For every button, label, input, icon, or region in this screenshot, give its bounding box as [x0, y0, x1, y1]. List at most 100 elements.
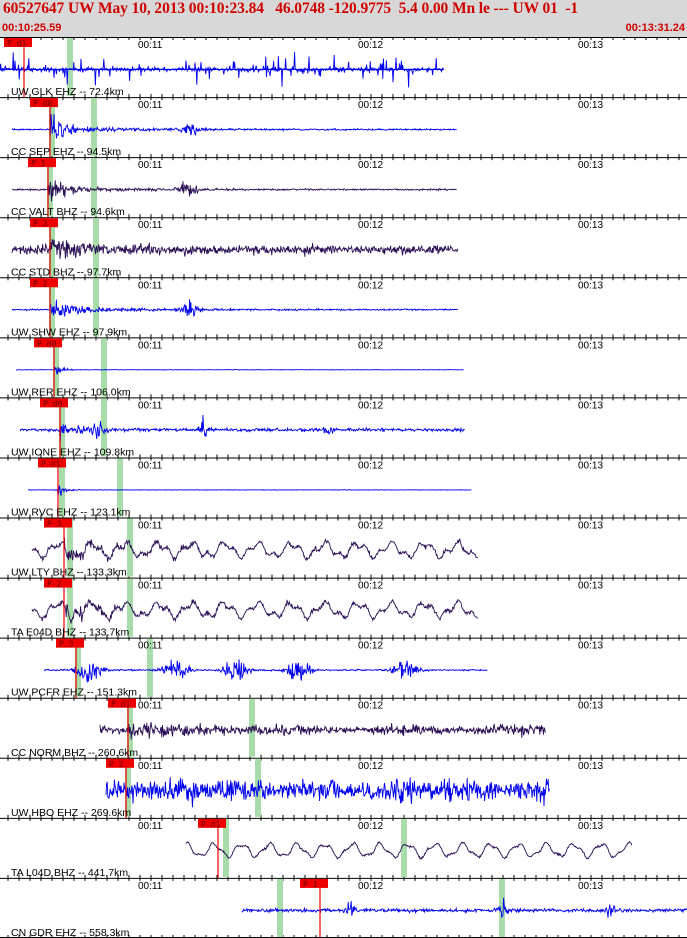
- waveform-trace[interactable]: [11, 299, 458, 317]
- predicted-phase-marker: [67, 578, 73, 637]
- station-label: CN GDR EHZ -- 558.3km: [11, 927, 130, 938]
- phase-pick-flag[interactable]: [4, 38, 32, 47]
- waveform-trace[interactable]: [105, 777, 550, 808]
- predicted-phase-marker: [75, 638, 81, 697]
- window-start-time: 00:10:25.59: [2, 22, 62, 34]
- phase-pick-label: P 3: [33, 219, 48, 228]
- waveform-trace[interactable]: [11, 180, 457, 202]
- station-label: UW RVC EHZ -- 123.1km: [11, 507, 131, 519]
- phase-pick-flag[interactable]: [44, 578, 72, 588]
- phase-pick-flag[interactable]: [56, 638, 84, 648]
- predicted-phase-marker: [277, 878, 283, 937]
- phase-pick-flag[interactable]: [106, 758, 134, 768]
- trace-row[interactable]: P 3 00:11 00:12 00:13 CC STD BHZ -- 97.7km: [0, 217, 687, 278]
- predicted-phase-marker: [101, 338, 107, 397]
- waveform-trace[interactable]: [15, 366, 464, 375]
- time-label: 00:12: [358, 160, 383, 171]
- waveform-trace[interactable]: [99, 722, 547, 740]
- waveform-trace[interactable]: [31, 537, 479, 563]
- predicted-phase-marker: [401, 818, 407, 877]
- trace-row[interactable]: P d0 00:11 00:12 00:13 UW RER EHZ -- 106.0km: [0, 337, 687, 398]
- phase-pick-flag[interactable]: [30, 98, 58, 108]
- time-label: 00:12: [358, 340, 383, 351]
- predicted-phase-marker: [117, 458, 123, 517]
- waveform-trace[interactable]: [241, 897, 687, 919]
- trace-row[interactable]: P d1 00:11 00:12 00:13 UW GLK EHZ -- 72.4km: [0, 37, 687, 98]
- waveform-trace[interactable]: [43, 659, 488, 683]
- phase-pick-label: P 2: [33, 279, 48, 288]
- time-label: 00:12: [358, 521, 383, 532]
- phase-pick-flag[interactable]: [38, 458, 66, 468]
- station-label: CC SEP EHZ -- 94.5km: [11, 146, 121, 158]
- time-label: 00:13: [578, 641, 603, 652]
- phase-pick-label: P 2: [47, 580, 62, 589]
- trace-row[interactable]: P 2 00:11 00:12 00:13 TA E04D BHZ -- 133.7km: [0, 577, 687, 639]
- trace-row[interactable]: P d0 00:11 00:12 00:13 UW IONE EHZ -- 109.8k…: [0, 397, 687, 458]
- phase-pick-flag[interactable]: [30, 278, 58, 288]
- waveform-trace[interactable]: [185, 840, 633, 861]
- phase-pick-flag[interactable]: [30, 218, 58, 228]
- waveform-trace[interactable]: [19, 414, 465, 443]
- predicted-phase-marker: [91, 158, 97, 217]
- phase-pick-flag[interactable]: [198, 818, 226, 828]
- event-title: 60527647 UW May 10, 2013 00:10:23.84 46.…: [3, 0, 579, 17]
- trace-row[interactable]: P d1 00:11 00:12 00:13 TA L04D BHZ -- 441.7k…: [0, 817, 687, 879]
- phase-pick-flag[interactable]: [28, 158, 56, 168]
- time-label: 00:13: [578, 160, 603, 171]
- trace-row[interactable]: P d0 00:11 00:12 00:13 CC SEP EHZ -- 94.5km: [0, 97, 687, 158]
- time-label: 00:13: [578, 100, 603, 111]
- station-label: CC VALT BHZ -- 94.6km: [11, 206, 125, 218]
- phase-pick-flag[interactable]: [40, 398, 68, 408]
- trace-row[interactable]: P 1 00:11 00:12 00:13 CN GDR EHZ -- 558.3km: [0, 877, 687, 938]
- predicted-phase-marker: [93, 278, 99, 337]
- predicted-phase-marker: [223, 818, 229, 877]
- phase-pick-flag[interactable]: [300, 878, 328, 888]
- station-label: UW GLK EHZ -- 72.4km: [11, 86, 124, 98]
- time-label: 00:11: [138, 340, 163, 351]
- time-label: 00:12: [358, 881, 383, 892]
- time-label: 00:11: [138, 761, 163, 772]
- phase-pick-flag[interactable]: [44, 518, 72, 528]
- time-label: 00:12: [358, 581, 383, 592]
- time-label: 00:11: [138, 40, 163, 51]
- time-label: 00:12: [358, 280, 383, 291]
- station-label: TA L04D BHZ -- 441.7km: [11, 867, 128, 879]
- time-label: 00:12: [358, 821, 383, 832]
- phase-pick-label: P d0: [33, 99, 52, 108]
- trace-row[interactable]: P 3 00:11 00:12 00:13 UW PCFR EHZ -- 151.3km: [0, 637, 687, 699]
- time-label: 00:12: [358, 400, 383, 411]
- time-label: 00:12: [358, 641, 383, 652]
- trace-row[interactable]: P d1 00:11 00:12 00:13 UW RVC EHZ -- 123.1km: [0, 457, 687, 519]
- station-label: UW PCFR EHZ -- 151.3km: [11, 687, 137, 699]
- time-label: 00:11: [138, 521, 163, 532]
- waveform-trace[interactable]: [31, 598, 478, 624]
- phase-pick-flag[interactable]: [34, 338, 62, 348]
- time-label: 00:13: [578, 280, 603, 291]
- predicted-phase-marker: [499, 878, 505, 937]
- predicted-phase-marker: [147, 638, 153, 697]
- waveform-trace[interactable]: [11, 238, 459, 259]
- time-label: 00:11: [138, 460, 163, 471]
- phase-pick-flag[interactable]: [108, 698, 136, 708]
- trace-row[interactable]: P 2 00:11 00:12 00:13 UW HBO EHZ -- 269.6km: [0, 757, 687, 819]
- time-label: 00:11: [138, 160, 163, 171]
- trace-row[interactable]: P 3 00:11 00:12 00:13 UW LTY BHZ -- 133.3km: [0, 517, 687, 579]
- predicted-phase-marker: [127, 578, 133, 637]
- phase-pick-label: P d0: [43, 399, 62, 408]
- phase-pick-label: P d1: [201, 820, 220, 829]
- trace-row[interactable]: P d1 00:11 00:12 00:13 CC NORM BHZ -- 260.6k…: [0, 697, 687, 759]
- phase-pick-label: P d0: [37, 339, 56, 348]
- phase-pick-label: P 3: [47, 520, 62, 529]
- station-label: UW RER EHZ -- 106.0km: [11, 386, 131, 398]
- trace-row[interactable]: P 1 00:11 00:12 00:13 CC VALT BHZ -- 94.6km: [0, 157, 687, 218]
- time-label: 00:12: [358, 460, 383, 471]
- predicted-phase-marker: [101, 398, 107, 457]
- phase-pick-label: P d1: [111, 700, 130, 709]
- station-label: CC NORM BHZ -- 260.6km: [11, 747, 138, 759]
- time-label: 00:11: [138, 400, 163, 411]
- waveform-trace[interactable]: [11, 114, 457, 139]
- time-label: 00:12: [358, 761, 383, 772]
- trace-row[interactable]: P 2 00:11 00:12 00:13 UW SHW EHZ -- 97.9km: [0, 277, 687, 338]
- waveform-trace[interactable]: [27, 485, 472, 497]
